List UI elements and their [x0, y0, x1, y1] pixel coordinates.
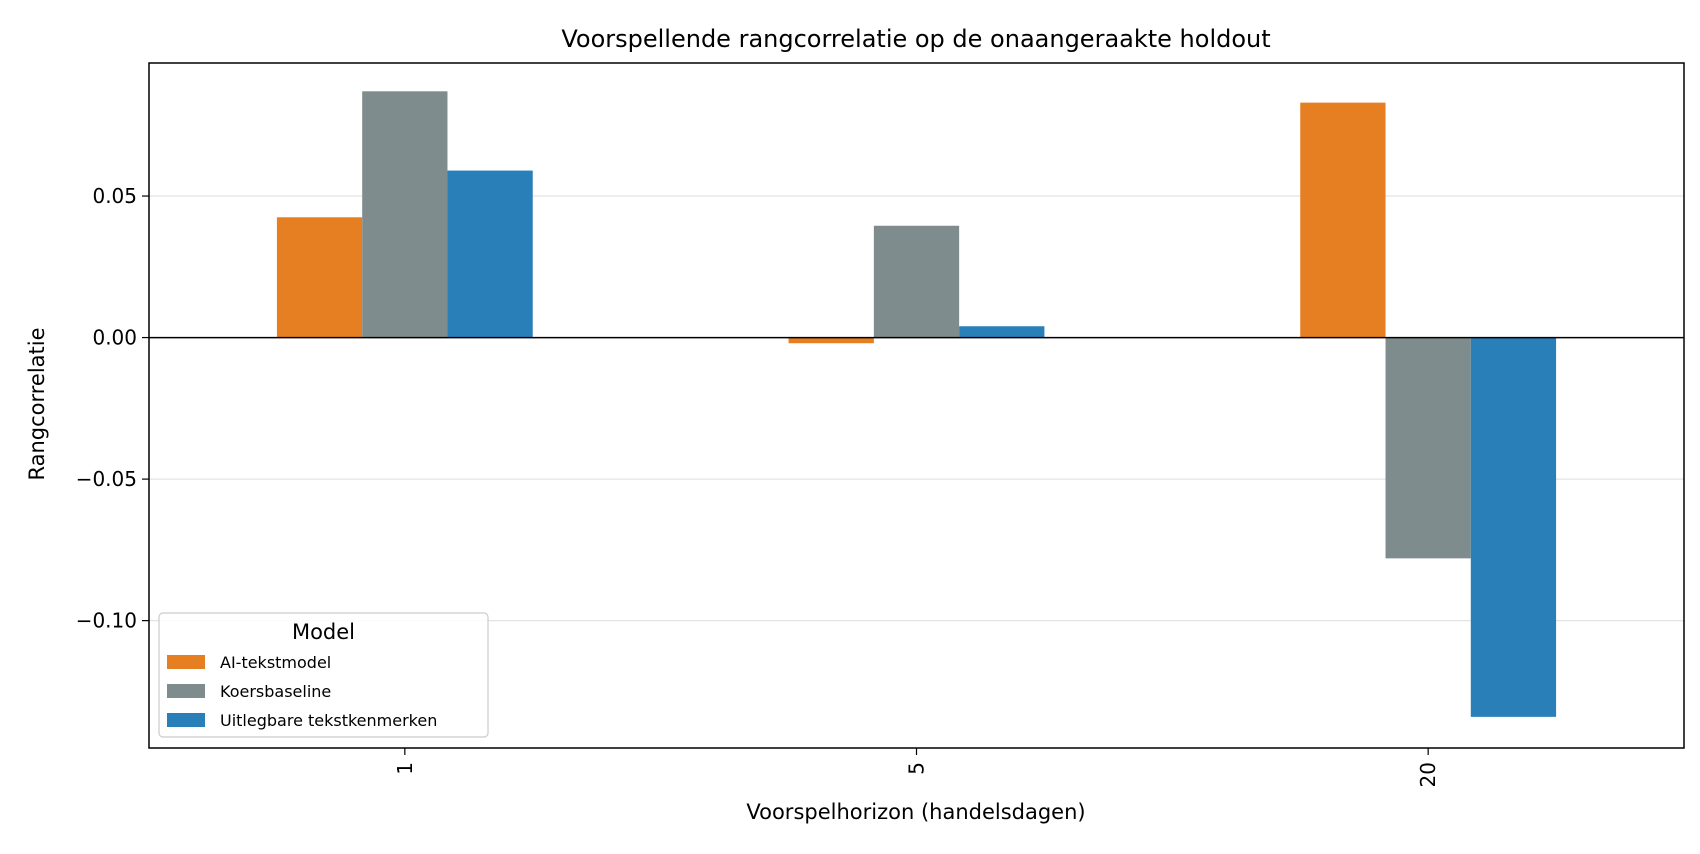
x-tick-label: 1 [393, 762, 417, 775]
legend-swatch [167, 713, 205, 727]
legend-title: Model [292, 620, 355, 644]
legend-swatch [167, 684, 205, 698]
bars [276, 91, 1557, 717]
bar-uitlegbare-tekstkenmerken-h1 [447, 170, 533, 338]
y-tick-label: 0.00 [92, 326, 137, 350]
bar-uitlegbare-tekstkenmerken-h5 [959, 326, 1045, 338]
x-axis: 1 5 20 [393, 748, 1440, 787]
legend-label: Koersbaseline [220, 682, 331, 701]
bar-ai-tekstmodel-h1 [276, 217, 363, 338]
legend-label: AI-tekstmodel [220, 653, 331, 672]
bar-uitlegbare-tekstkenmerken-h20 [1470, 337, 1557, 717]
bar-koersbaseline-h20 [1385, 337, 1471, 559]
chart-title: Voorspellende rangcorrelatie op de onaan… [561, 25, 1270, 53]
bar-koersbaseline-h1 [362, 91, 448, 338]
y-axis-title: Rangcorrelatie [25, 327, 49, 480]
legend-frame [158, 612, 489, 738]
x-tick-label: 5 [905, 762, 929, 775]
x-tick-label: 20 [1416, 762, 1440, 787]
y-tick-label: −0.05 [76, 467, 137, 491]
y-tick-label: −0.10 [76, 609, 137, 633]
bar-ai-tekstmodel-h5 [788, 337, 874, 344]
legend-swatch [167, 655, 205, 669]
bar-ai-tekstmodel-h20 [1300, 102, 1386, 338]
y-axis: 0.05 0.00 −0.05 −0.10 [76, 184, 149, 633]
legend-label: Uitlegbare tekstkenmerken [220, 711, 437, 730]
legend-items: AI-tekstmodel Koersbaseline Uitlegbare tek… [167, 653, 437, 730]
y-tick-label: 0.05 [92, 184, 137, 208]
legend: Model AI-tekstmodel Koersbaseline Uitlegba… [158, 612, 489, 738]
bar-koersbaseline-h5 [873, 225, 960, 338]
x-axis-title: Voorspelhorizon (handelsdagen) [746, 800, 1085, 824]
